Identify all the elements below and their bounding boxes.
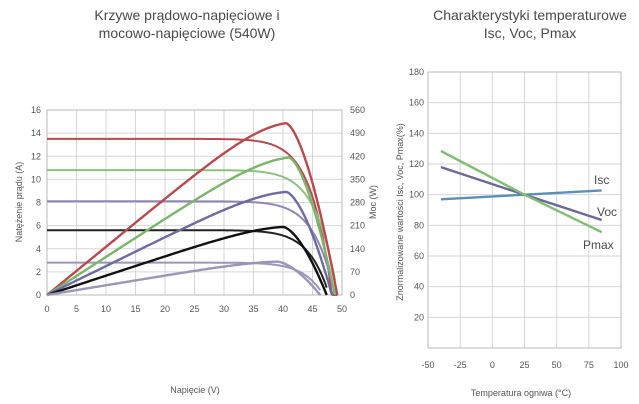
iv-curve-5 bbox=[47, 261, 322, 291]
left-chart-y-tick-label: 8 bbox=[36, 198, 41, 208]
right-chart-x-axis-label: Temperatura ogniwa (°C) bbox=[471, 388, 571, 398]
left-chart-y-ticks: 0 2 4 6 8 10 12 14 16 bbox=[31, 105, 41, 300]
left-chart-x-tick-label: 40 bbox=[278, 304, 288, 314]
left-chart-series bbox=[46, 122, 339, 297]
right-chart-y-tick-label: 80 bbox=[414, 220, 424, 230]
right-chart-x-tick-label: 100 bbox=[613, 360, 628, 370]
right-chart-y-tick-label: 160 bbox=[409, 98, 424, 108]
left-chart-y-tick-label: 6 bbox=[36, 221, 41, 231]
right-chart-x-tick-label: -25 bbox=[454, 360, 467, 370]
left-chart-y-tick-label: 12 bbox=[31, 151, 41, 161]
left-chart-y2-tick-label: 140 bbox=[350, 244, 365, 254]
left-chart-y2-tick-label: 560 bbox=[350, 105, 365, 115]
right-chart-y-tick-label: 20 bbox=[414, 312, 424, 322]
iv-curve-2 bbox=[47, 169, 336, 281]
right-chart-title-line-2: Isc, Voc, Pmax bbox=[484, 25, 577, 41]
left-chart-x-tick-label: 45 bbox=[307, 304, 317, 314]
right-chart-x-tick-label: -50 bbox=[421, 360, 434, 370]
left-chart-y2-tick-label: 490 bbox=[350, 128, 365, 138]
right-chart-x-ticks: -50 -25 0 25 50 75 100 bbox=[421, 360, 628, 370]
left-chart-y-tick-label: 16 bbox=[31, 105, 41, 115]
pv-curve-5 bbox=[46, 260, 322, 297]
left-chart-x-tick-label: 30 bbox=[219, 304, 229, 314]
right-chart-y-tick-label: 60 bbox=[414, 251, 424, 261]
right-chart-title-line-1: Charakterystyki temperaturowe bbox=[433, 7, 627, 23]
left-chart-x-axis-label: Napięcie (V) bbox=[170, 385, 220, 395]
pv-curve-4 bbox=[46, 225, 328, 297]
left-chart-y2-axis-label: Moc (W) bbox=[368, 185, 378, 219]
right-chart-y-tick-label: 120 bbox=[409, 159, 424, 169]
pv-curve-1 bbox=[46, 122, 339, 296]
left-chart-y2-tick-label: 210 bbox=[350, 221, 365, 231]
right-chart-y-axis-label: Znormalizowane wartości Isc, Voc, Pmax(%… bbox=[395, 123, 405, 301]
left-chart-y-tick-label: 4 bbox=[36, 244, 41, 254]
iv-curve-3 bbox=[47, 200, 333, 283]
right-chart-x-tick-label: 0 bbox=[490, 360, 495, 370]
left-chart-y-tick-label: 2 bbox=[36, 267, 41, 277]
legend-label-pmax: Pmax bbox=[583, 238, 614, 252]
left-chart-title-line-2: mocowo-napięciowe (540W) bbox=[99, 25, 276, 41]
right-chart-grid bbox=[427, 71, 622, 348]
left-chart-x-tick-label: 0 bbox=[44, 304, 49, 314]
left-chart-x-tick-label: 25 bbox=[189, 304, 199, 314]
left-chart-x-tick-label: 15 bbox=[130, 304, 140, 314]
left-chart-x-ticks: 0 5 10 15 20 25 30 35 40 45 50 bbox=[44, 304, 347, 314]
right-chart-series bbox=[440, 149, 603, 234]
left-chart-y2-tick-label: 420 bbox=[350, 151, 365, 161]
right-chart-x-tick-label: 50 bbox=[552, 360, 562, 370]
legend-label-isc: Isc bbox=[594, 173, 609, 187]
left-chart-y2-tick-label: 350 bbox=[350, 174, 365, 184]
left-chart-y-axis-label: Natężenie prądu (A) bbox=[14, 162, 24, 243]
right-chart-x-tick-label: 75 bbox=[584, 360, 594, 370]
left-chart-y-tick-label: 14 bbox=[31, 128, 41, 138]
left-chart-plot-area bbox=[46, 109, 343, 296]
left-chart-y2-tick-label: 280 bbox=[350, 198, 365, 208]
left-chart-grid bbox=[46, 109, 343, 296]
right-chart-y-tick-label: 40 bbox=[414, 282, 424, 292]
left-chart-x-tick-label: 35 bbox=[248, 304, 258, 314]
pv-curve-3 bbox=[46, 190, 334, 297]
left-chart-x-tick-label: 20 bbox=[160, 304, 170, 314]
left-chart-y-tick-label: 0 bbox=[36, 290, 41, 300]
legend-label-voc: Voc bbox=[597, 205, 617, 219]
right-chart-y-tick-label: 180 bbox=[409, 67, 424, 77]
iv-curve-1 bbox=[47, 137, 338, 296]
temp-line-pmax bbox=[440, 149, 603, 234]
left-chart-x-tick-label: 5 bbox=[74, 304, 79, 314]
left-chart-y2-tick-label: 0 bbox=[350, 290, 355, 300]
pv-curve-2 bbox=[46, 156, 337, 297]
left-chart-x-tick-label: 10 bbox=[101, 304, 111, 314]
left-chart-x-tick-label: 50 bbox=[337, 304, 347, 314]
left-chart-title-line-1: Krzywe prądowo-napięciowe i bbox=[94, 7, 279, 23]
left-chart-y2-ticks: 0 70 140 210 280 350 420 490 560 bbox=[350, 105, 365, 300]
right-chart-plot-area bbox=[427, 71, 622, 349]
right-chart-y-ticks: 20 40 60 80 100 120 140 160 180 bbox=[409, 67, 424, 322]
iv-curve-4 bbox=[47, 229, 328, 288]
right-chart-y-tick-label: 100 bbox=[409, 190, 424, 200]
left-chart-y-tick-label: 10 bbox=[31, 174, 41, 184]
right-chart-y-tick-label: 140 bbox=[409, 128, 424, 138]
right-chart-x-tick-label: 25 bbox=[519, 360, 529, 370]
left-chart-y2-tick-label: 70 bbox=[350, 267, 360, 277]
